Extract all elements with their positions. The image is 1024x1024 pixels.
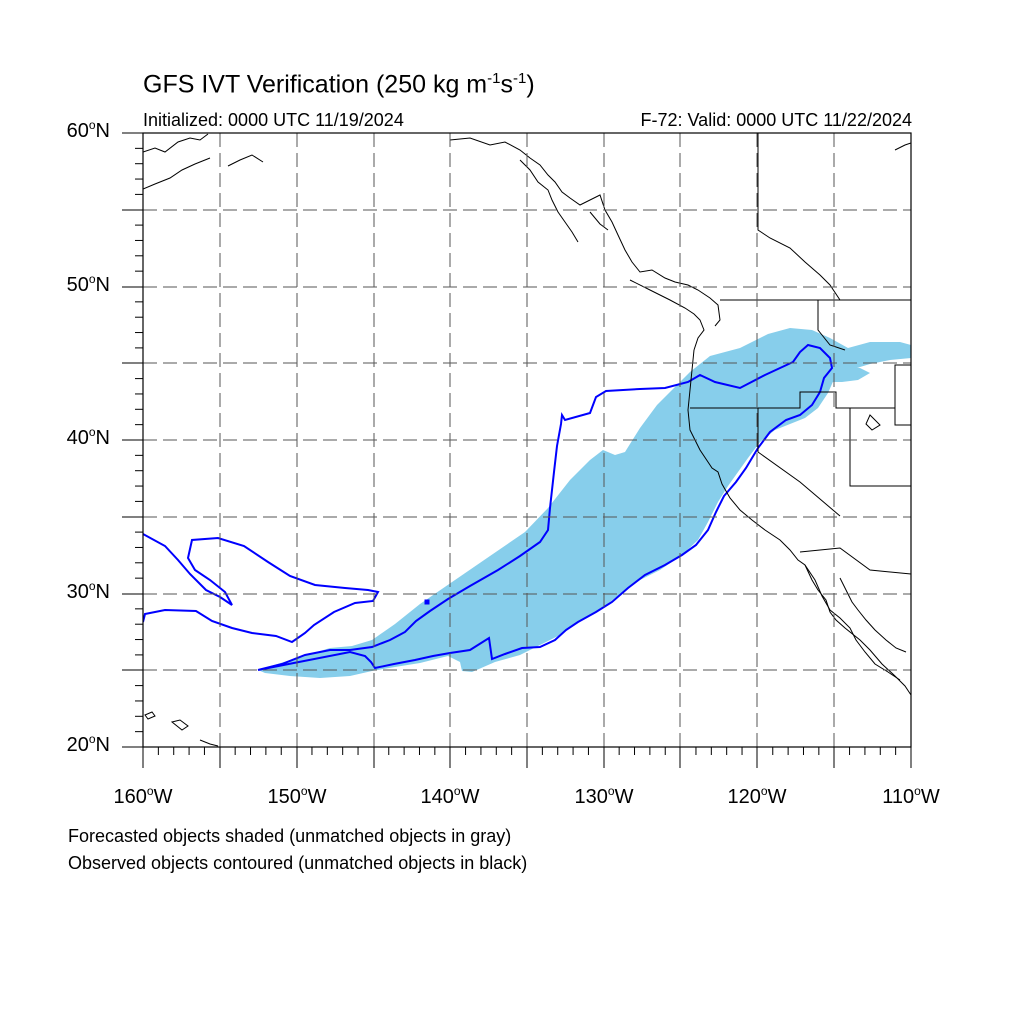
- lat-label-30: 30oN: [66, 579, 110, 603]
- map-title: GFS IVT Verification (250 kg m-1s-1): [143, 70, 535, 99]
- lon-label-110w: 110oW: [882, 784, 940, 808]
- lon-label-160w: 160oW: [113, 784, 173, 808]
- forecast-ivt-object: [258, 328, 911, 678]
- lat-label-50: 50oN: [66, 272, 110, 296]
- lat-label-40: 40oN: [66, 425, 110, 449]
- observed-ivt-object: [257, 343, 834, 671]
- lon-label-120w: 120oW: [727, 784, 787, 808]
- lon-label-130w: 130oW: [574, 784, 634, 808]
- init-time: Initialized: 0000 UTC 11/19/2024: [143, 110, 404, 130]
- lon-label-150w: 150oW: [267, 784, 327, 808]
- grid-lines: [143, 133, 911, 747]
- lat-label-60: 60oN: [66, 118, 110, 142]
- axis-ticks: [122, 132, 912, 768]
- observed-ivt-object-west: [143, 533, 380, 644]
- legend-note-forecast: Forecasted objects shaded (unmatched obj…: [68, 826, 512, 846]
- lon-label-140w: 140oW: [420, 784, 480, 808]
- valid-time: F-72: Valid: 0000 UTC 11/22/2024: [640, 110, 913, 130]
- minor-ticks: [135, 147, 897, 755]
- legend-note-observed: Observed objects contoured (unmatched ob…: [68, 853, 528, 873]
- observed-small-object: [424, 599, 430, 605]
- lat-label-20: 20oN: [66, 732, 110, 756]
